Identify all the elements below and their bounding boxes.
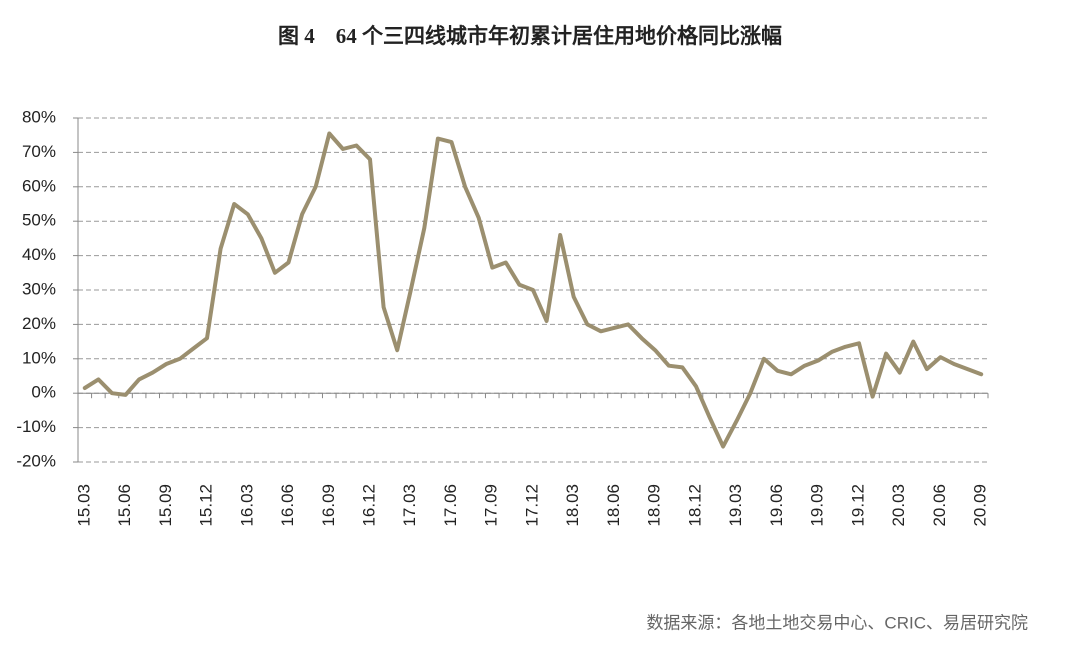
x-tick-label: 17.03 bbox=[400, 484, 419, 527]
y-tick-label: 60% bbox=[22, 176, 56, 195]
x-tick-label: 17.09 bbox=[482, 484, 501, 527]
x-tick-label: 15.06 bbox=[115, 484, 134, 527]
x-tick-label: 15.12 bbox=[197, 484, 216, 527]
x-tick-label: 19.09 bbox=[808, 484, 827, 527]
y-tick-label: 30% bbox=[22, 279, 56, 298]
x-tick-label: 18.12 bbox=[685, 484, 704, 527]
x-tick-label: 16.06 bbox=[278, 484, 297, 527]
y-tick-label: 0% bbox=[31, 383, 56, 402]
x-tick-label: 20.06 bbox=[930, 484, 949, 527]
y-tick-label: 80% bbox=[22, 107, 56, 126]
y-tick-label: 70% bbox=[22, 142, 56, 161]
y-tick-label: 40% bbox=[22, 245, 56, 264]
x-tick-label: 19.06 bbox=[767, 484, 786, 527]
chart-title: 图 4 64 个三四线城市年初累计居住用地价格同比涨幅 bbox=[278, 24, 782, 48]
data-line bbox=[82, 131, 984, 449]
x-tick-label: 18.06 bbox=[604, 484, 623, 527]
x-tick-label: 16.03 bbox=[237, 484, 256, 527]
x-tick-label: 20.03 bbox=[889, 484, 908, 527]
y-tick-label: 50% bbox=[22, 211, 56, 230]
y-tick-label: 10% bbox=[22, 348, 56, 367]
x-tick-label: 16.09 bbox=[319, 484, 338, 527]
x-tick-label: 15.09 bbox=[156, 484, 175, 527]
x-tick-label: 17.12 bbox=[522, 484, 541, 527]
x-tick-label: 17.06 bbox=[441, 484, 460, 527]
x-tick-label: 15.03 bbox=[74, 484, 93, 527]
x-tick-label: 19.12 bbox=[848, 484, 867, 527]
y-tick-label: -20% bbox=[16, 451, 56, 470]
x-tick-label: 18.03 bbox=[563, 484, 582, 527]
x-tick-label: 20.09 bbox=[971, 484, 990, 527]
y-tick-label: -10% bbox=[16, 417, 56, 436]
x-tick-label: 18.09 bbox=[645, 484, 664, 527]
x-tick-label: 16.12 bbox=[359, 484, 378, 527]
x-tick-label: 19.03 bbox=[726, 484, 745, 527]
y-tick-label: 20% bbox=[22, 314, 56, 333]
source-note: 数据来源：各地土地交易中心、CRIC、易居研究院 bbox=[646, 613, 1028, 632]
